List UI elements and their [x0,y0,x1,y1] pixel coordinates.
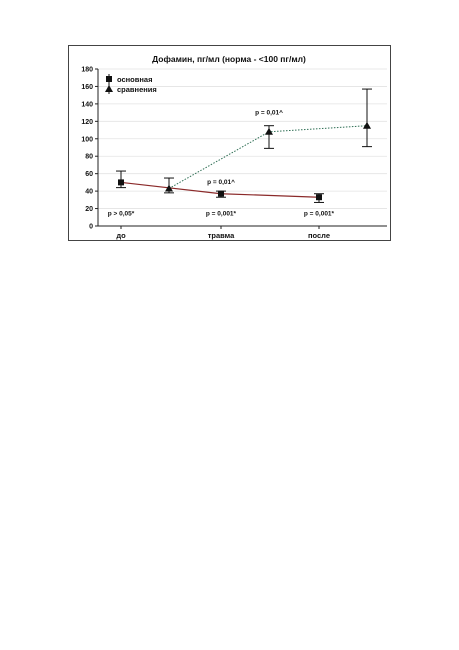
p-value-label: p = 0,001* [304,211,335,218]
data-point-square [118,179,124,186]
x-tick-label: после [308,231,330,240]
grid [98,68,387,209]
data-point-square [218,190,224,197]
data-point-square [316,194,322,201]
data-point-triangle [265,127,273,135]
y-tick-label: 120 [81,119,93,126]
y-tick-label: 60 [85,171,93,178]
y-tick-label: 80 [85,154,93,161]
legend-item: основная [106,74,152,84]
series-line-1 [168,125,368,189]
series [116,88,372,203]
chart-svg: Дофамин, пг/мл (норма - <100 пг/мл) 0 20 4… [81,54,387,240]
y-tick-label: 40 [85,189,93,196]
p-value-label: p = 0,01^ [207,178,235,186]
y-tick-label: 160 [81,84,93,91]
p-value-label: p = 0,01^ [255,108,283,116]
axes: 0 20 40 60 80 100 120 140 160 180 до травма после [81,67,387,240]
y-tick-label: 0 [89,224,93,231]
annotations: p > 0,05* p = 0,01^ p = 0,001* p = 0,01^ p =… [108,108,335,217]
x-tick-label: до [116,231,126,240]
chart-title: Дофамин, пг/мл (норма - <100 пг/мл) [152,54,306,64]
y-tick-label: 100 [81,136,93,143]
legend-marker-square [106,76,112,82]
y-tick-label: 180 [81,67,93,74]
legend-label: сравнения [117,85,157,94]
legend-item: сравнения [105,84,157,94]
legend-marker-triangle [105,85,113,92]
data-point-triangle [165,184,173,192]
p-value-label: p > 0,05* [108,211,135,218]
legend-label: основная [117,75,152,84]
p-value-label: p = 0,001* [206,211,237,218]
chart-figure: Дофамин, пг/мл (норма - <100 пг/мл) 0 20 4… [68,45,391,241]
data-point-triangle [363,121,371,129]
y-tick-label: 20 [85,206,93,213]
x-tick-label: травма [208,231,235,240]
y-tick-label: 140 [81,101,93,108]
